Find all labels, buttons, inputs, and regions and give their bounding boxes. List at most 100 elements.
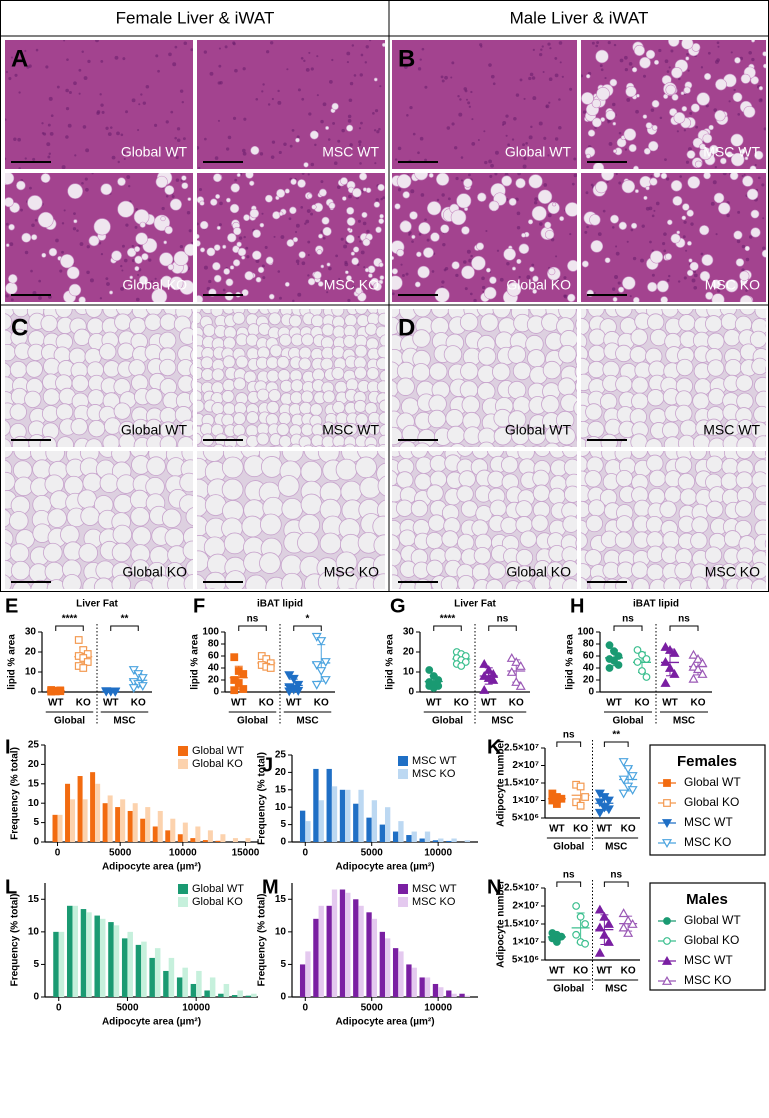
lipid-droplet (734, 231, 743, 240)
nucleus (574, 174, 578, 178)
nucleus (406, 273, 409, 276)
nucleus (225, 45, 228, 48)
nucleus (280, 235, 284, 239)
x-axis-label: Adipocyte area (µm²) (335, 1017, 434, 1028)
histogram-bar (300, 811, 305, 842)
lipid-droplet (440, 225, 449, 234)
adipocyte (634, 500, 651, 517)
adipocyte (662, 301, 679, 318)
adipocyte (43, 389, 60, 406)
data-point (430, 685, 437, 692)
adipocyte (708, 333, 725, 350)
adipocyte (705, 316, 722, 333)
lipid-droplet (168, 264, 174, 270)
adipocyte (267, 370, 279, 382)
nucleus (308, 112, 311, 115)
histogram-bar (224, 984, 229, 997)
nucleus (652, 215, 655, 218)
nucleus (4, 118, 6, 120)
nucleus (484, 161, 487, 164)
nucleus (184, 41, 188, 45)
nucleus (344, 262, 348, 266)
nucleus (629, 62, 633, 66)
nucleus (95, 38, 99, 42)
nucleus (448, 197, 451, 200)
adipocyte (458, 575, 475, 592)
adipocyte (64, 476, 83, 495)
histogram-bar (420, 977, 425, 997)
nucleus (183, 137, 186, 140)
nucleus (665, 59, 669, 63)
nucleus (529, 135, 533, 139)
histogram-bar (215, 841, 220, 842)
x-tick-label: KO (573, 966, 588, 977)
adipocyte (162, 593, 181, 612)
data-point (620, 790, 628, 797)
data-point (620, 909, 628, 916)
adipocyte (601, 434, 618, 451)
nucleus (170, 111, 173, 114)
image-label: Global KO (122, 277, 187, 293)
lipid-droplet (42, 253, 46, 257)
nucleus (208, 280, 211, 283)
nucleus (361, 250, 365, 254)
legend-marker (664, 938, 671, 945)
lipid-droplet (321, 265, 324, 268)
lipid-droplet (538, 190, 552, 204)
nucleus (695, 126, 698, 129)
adipocyte (223, 302, 235, 314)
data-point (240, 686, 247, 693)
nucleus (618, 281, 621, 284)
nucleus (138, 103, 140, 105)
adipocyte (600, 393, 617, 410)
adipocyte (100, 474, 119, 493)
nucleus (81, 51, 83, 53)
adipocyte (586, 404, 603, 421)
lipid-droplet (329, 203, 335, 209)
lipid-droplet (654, 60, 658, 64)
nucleus (619, 132, 622, 135)
significance-label: ns (563, 870, 575, 881)
nucleus (679, 175, 682, 178)
lipid-droplet (380, 214, 384, 218)
nucleus (418, 67, 421, 70)
lipid-droplet (489, 201, 499, 211)
y-tick-label: 5 (280, 959, 286, 970)
nucleus (96, 111, 99, 114)
adipocyte (376, 358, 388, 370)
adipocyte (532, 515, 549, 532)
lipid-droplet (135, 256, 143, 264)
data-point (639, 668, 646, 675)
significance-label: ns (563, 730, 575, 741)
nucleus (297, 263, 299, 265)
nucleus (365, 61, 367, 63)
adipocyte (647, 455, 664, 472)
adipocyte (752, 358, 769, 375)
lipid-droplet (552, 203, 555, 206)
x-tick-label: WT (231, 698, 247, 709)
data-point (573, 903, 580, 910)
adipocyte (78, 490, 97, 509)
histogram-bar (218, 994, 223, 997)
nucleus (506, 262, 509, 265)
group-label: MSC (673, 716, 695, 727)
nucleus (62, 165, 66, 169)
legend-swatch (178, 884, 188, 894)
lipid-droplet (704, 172, 711, 179)
adipocyte (43, 543, 62, 562)
nucleus (540, 48, 542, 50)
nucleus (210, 72, 214, 76)
nucleus (83, 125, 87, 129)
lipid-droplet (639, 57, 650, 68)
lipid-droplet (486, 268, 490, 272)
lipid-droplet (581, 92, 593, 104)
nucleus (320, 120, 323, 123)
image-label: Global KO (122, 564, 187, 580)
image-label: Global WT (505, 422, 572, 438)
adipocyte (488, 471, 505, 488)
significance-bracket (434, 626, 462, 631)
nucleus (118, 161, 120, 163)
adipocyte (63, 574, 82, 593)
nucleus (307, 209, 311, 213)
nucleus (161, 207, 164, 210)
